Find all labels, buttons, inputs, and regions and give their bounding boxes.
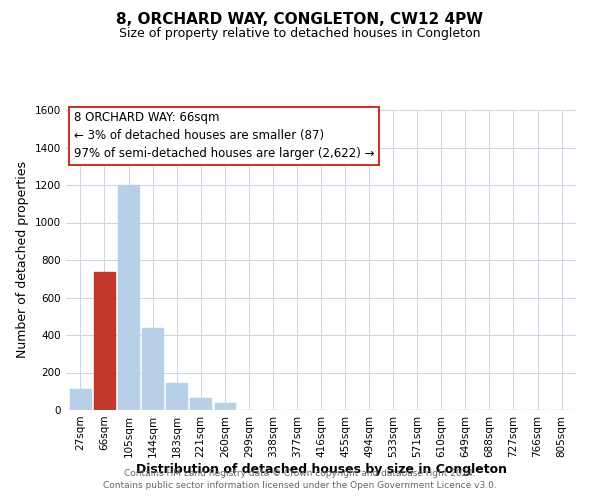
Bar (94, 272, 115, 410)
Text: Contains public sector information licensed under the Open Government Licence v3: Contains public sector information licen… (103, 481, 497, 490)
Bar (215, 404, 235, 410)
X-axis label: Distribution of detached houses by size in Congleton: Distribution of detached houses by size … (136, 462, 506, 475)
Bar (166, 383, 187, 410)
Y-axis label: Number of detached properties: Number of detached properties (16, 162, 29, 358)
Text: 8, ORCHARD WAY, CONGLETON, CW12 4PW: 8, ORCHARD WAY, CONGLETON, CW12 4PW (116, 12, 484, 28)
Bar (118, 185, 139, 410)
Bar (70, 390, 91, 410)
Text: Contains HM Land Registry data © Crown copyright and database right 2024.: Contains HM Land Registry data © Crown c… (124, 468, 476, 477)
Text: Size of property relative to detached houses in Congleton: Size of property relative to detached ho… (119, 28, 481, 40)
Bar (190, 398, 211, 410)
Bar (142, 328, 163, 410)
Text: 8 ORCHARD WAY: 66sqm
← 3% of detached houses are smaller (87)
97% of semi-detach: 8 ORCHARD WAY: 66sqm ← 3% of detached ho… (74, 112, 374, 160)
